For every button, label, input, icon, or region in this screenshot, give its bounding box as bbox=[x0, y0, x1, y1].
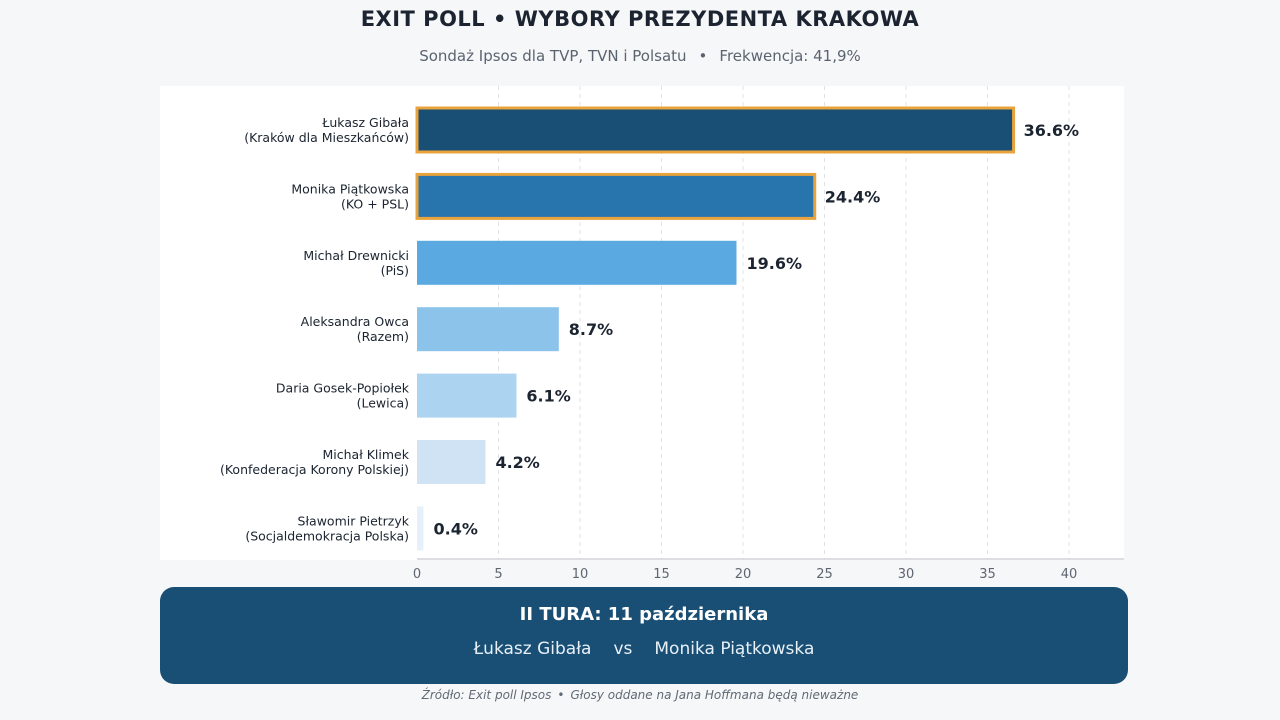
subtitle-separator: • bbox=[698, 47, 708, 65]
source-disclaimer: Głosy oddane na Jana Hoffmana będą niewa… bbox=[570, 688, 859, 702]
subtitle-turnout: Frekwencja: 41,9% bbox=[719, 47, 861, 65]
bar bbox=[417, 373, 517, 418]
y-category-label: Sławomir Pietrzyk (Socjaldemokracja Polsk… bbox=[245, 513, 409, 543]
candidate-name: Sławomir Pietrzyk bbox=[298, 513, 410, 528]
bar bbox=[415, 106, 1016, 154]
y-category-label: Aleksandra Owca (Razem) bbox=[301, 314, 409, 344]
x-tick-label: 15 bbox=[653, 567, 670, 582]
x-tick-label: 35 bbox=[979, 567, 996, 582]
plot-panel bbox=[160, 86, 1124, 560]
bar bbox=[415, 172, 817, 220]
y-category-label: Michał Drewnicki (PiS) bbox=[303, 248, 409, 278]
x-tick-label: 10 bbox=[572, 567, 589, 582]
y-category-label: Monika Piątkowska (KO + PSL) bbox=[291, 181, 409, 211]
y-category-label: Łukasz Gibała (Kraków dla Mieszkańców) bbox=[244, 115, 409, 145]
bar bbox=[417, 506, 424, 551]
runoff-candidate-a: Łukasz Gibała bbox=[473, 639, 592, 659]
x-tick-label: 30 bbox=[898, 567, 915, 582]
candidate-party: (Konfederacja Korony Polskiej) bbox=[220, 462, 409, 477]
bar-value-label: 36.6% bbox=[1024, 121, 1080, 140]
x-tick-label: 5 bbox=[494, 567, 502, 582]
runoff-candidate-b: Monika Piątkowska bbox=[654, 639, 815, 659]
bar bbox=[417, 240, 737, 285]
bar-value-label: 8.7% bbox=[569, 320, 613, 339]
bar bbox=[417, 307, 559, 352]
candidate-party: (Kraków dla Mieszkańców) bbox=[244, 130, 409, 145]
subtitle-source: Sondaż Ipsos dla TVP, TVN i Polsatu bbox=[419, 47, 687, 65]
candidate-name: Monika Piątkowska bbox=[291, 181, 409, 196]
bar bbox=[417, 440, 486, 484]
candidate-party: (PiS) bbox=[381, 263, 409, 278]
runoff-vs: vs bbox=[613, 639, 633, 659]
candidate-name: Daria Gosek-Popiołek bbox=[276, 381, 410, 396]
bar-value-label: 4.2% bbox=[495, 453, 539, 472]
y-category-label: Daria Gosek-Popiołek (Lewica) bbox=[276, 381, 410, 411]
runoff-title: II TURA: 11 października bbox=[519, 604, 769, 625]
x-tick-label: 0 bbox=[413, 567, 421, 582]
candidate-party: (Socjaldemokracja Polska) bbox=[245, 528, 409, 543]
bar-value-label: 6.1% bbox=[526, 387, 570, 406]
bar-value-label: 24.4% bbox=[825, 187, 881, 206]
candidate-party: (Lewica) bbox=[357, 396, 409, 411]
runoff-panel: II TURA: 11 października Łukasz Gibała vs… bbox=[160, 587, 1128, 684]
candidate-name: Michał Klimek bbox=[323, 447, 410, 462]
candidate-name: Aleksandra Owca bbox=[301, 314, 409, 329]
candidate-party: (Razem) bbox=[357, 329, 409, 344]
runoff-matchup: Łukasz Gibała vs Monika Piątkowska bbox=[160, 639, 1128, 659]
source-separator: • bbox=[557, 688, 565, 702]
chart-title: EXIT POLL • WYBORY PREZYDENTA KRAKOWA bbox=[360, 7, 920, 31]
candidate-party: (KO + PSL) bbox=[341, 196, 409, 211]
x-tick-label: 25 bbox=[816, 567, 833, 582]
bar-value-label: 19.6% bbox=[746, 254, 802, 273]
y-category-label: Michał Klimek (Konfederacja Korony Polski… bbox=[220, 447, 410, 477]
candidate-name: Michał Drewnicki bbox=[303, 248, 409, 263]
source-text: Źródło: Exit poll Ipsos bbox=[421, 688, 552, 702]
candidate-name: Łukasz Gibała bbox=[321, 115, 409, 130]
source-note: Źródło: Exit poll Ipsos • Głosy oddane na … bbox=[0, 688, 1280, 702]
x-tick-label: 40 bbox=[1061, 567, 1078, 582]
chart-subtitle: Sondaż Ipsos dla TVP, TVN i Polsatu • Frek… bbox=[0, 47, 1280, 65]
bar-value-label: 0.4% bbox=[434, 519, 478, 538]
x-tick-label: 20 bbox=[735, 567, 752, 582]
